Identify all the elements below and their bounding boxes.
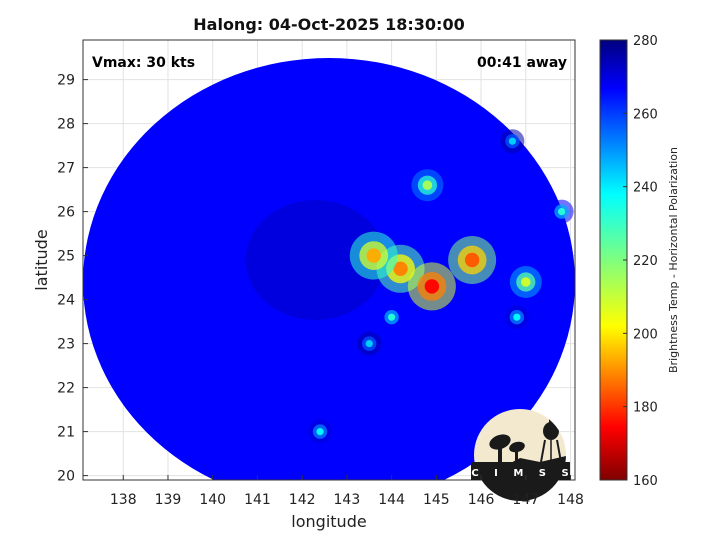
convection-feature [549, 199, 574, 224]
cold-core-region [245, 200, 386, 320]
colorbar-tick-label: 200 [633, 327, 658, 342]
chart-title: Halong: 04-Oct-2025 18:30:00 [193, 15, 464, 34]
vmax-annotation: Vmax: 30 kts [92, 55, 195, 71]
colorbar [599, 39, 628, 481]
convection-feature [504, 305, 529, 330]
plot-frame [82, 39, 576, 481]
y-tick-label: 20 [57, 469, 75, 485]
y-tick-label: 26 [57, 205, 75, 221]
colorbar-tick-label: 280 [633, 34, 658, 49]
convection-feature [500, 129, 525, 154]
x-axis-label: longitude [291, 512, 366, 531]
y-tick-label: 27 [57, 161, 75, 177]
convection-feature [357, 331, 382, 356]
convection-feature [407, 262, 456, 311]
x-tick-label: 141 [244, 492, 271, 508]
colorbar-tick-label: 260 [633, 107, 658, 122]
x-tick-label: 146 [468, 492, 495, 508]
y-axis: 20 21 22 23 24 25 26 27 28 29 [57, 73, 88, 485]
y-tick-label: 29 [57, 73, 75, 89]
y-tick-label: 24 [57, 293, 75, 309]
x-tick-label: 148 [557, 492, 584, 508]
cimss-logo: C I M S S [471, 409, 574, 501]
time-offset-annotation: 00:41 away [477, 55, 567, 71]
brightness-temperature-swath [83, 58, 575, 480]
y-tick-label: 22 [57, 381, 75, 397]
x-tick-label: 143 [334, 492, 361, 508]
x-tick-label: 140 [199, 492, 226, 508]
x-tick-label: 138 [110, 492, 137, 508]
x-tick-label: 145 [423, 492, 450, 508]
svg-text:C I M S S: C I M S S [471, 468, 574, 479]
colorbar-ticks: 160 180 200 220 240 260 280 [623, 34, 658, 489]
x-axis: 138 139 140 141 142 143 144 145 146 147 148 [110, 475, 584, 508]
y-tick-label: 21 [57, 425, 75, 441]
colorbar-tick-label: 160 [633, 474, 658, 489]
convection-feature [349, 231, 398, 280]
colorbar-tick-label: 240 [633, 181, 658, 196]
x-tick-label: 147 [512, 492, 539, 508]
convection-feature [448, 236, 497, 284]
y-tick-label: 25 [57, 249, 75, 265]
convection-feature [509, 266, 542, 298]
y-tick-label: 28 [57, 117, 75, 133]
x-tick-label: 142 [289, 492, 316, 508]
y-axis-label: latitude [32, 229, 51, 290]
convection-feature [411, 169, 444, 202]
x-tick-label: 144 [378, 492, 405, 508]
colorbar-tick-label: 180 [633, 401, 658, 416]
colorbar-label: Brightness Temp - Horizontal Polarizatio… [667, 147, 680, 373]
convection-feature [308, 419, 333, 444]
x-tick-label: 139 [155, 492, 182, 508]
colorbar-tick-label: 220 [633, 254, 658, 269]
convection-feature [379, 305, 404, 330]
y-tick-label: 23 [57, 337, 75, 353]
